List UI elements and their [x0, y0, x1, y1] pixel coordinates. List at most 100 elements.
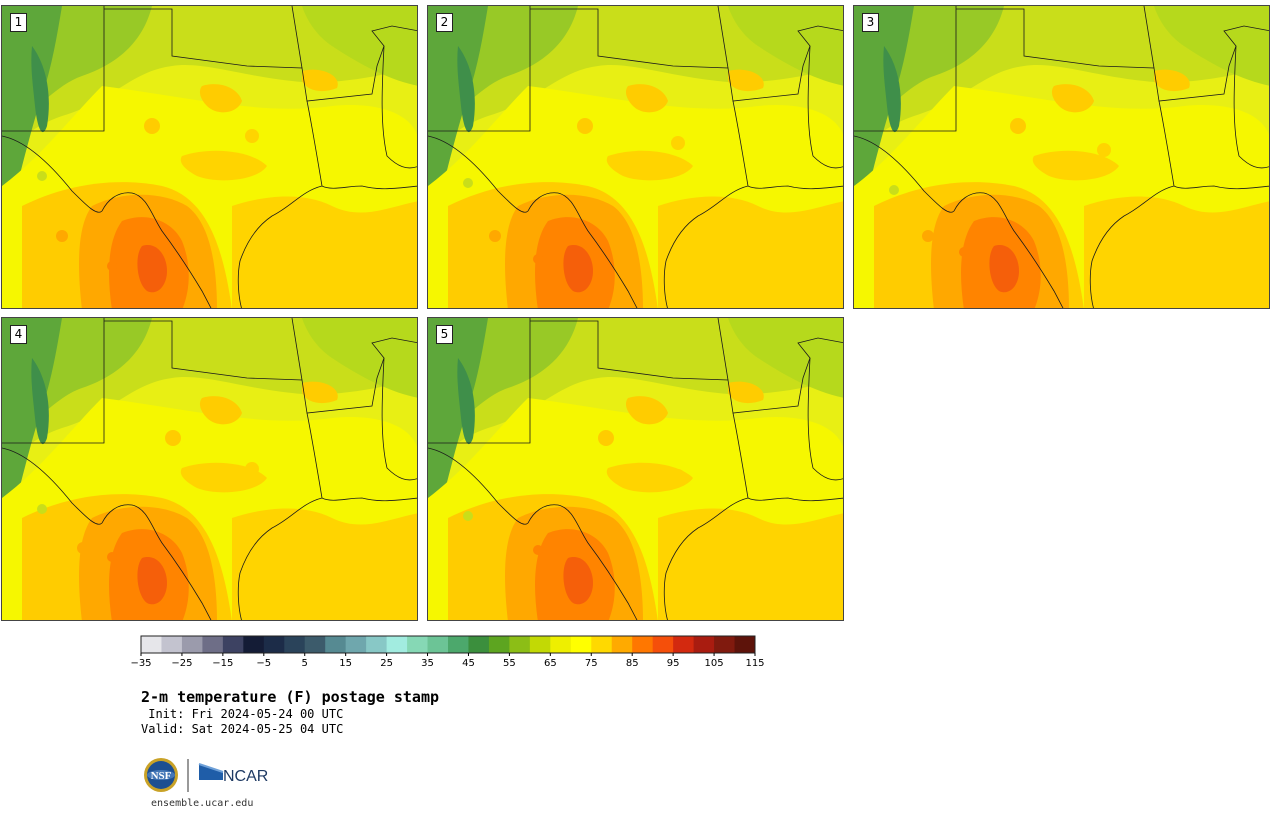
temperature-speckle	[245, 129, 259, 143]
colorbar-tick-label: 15	[339, 658, 352, 669]
temperature-region	[854, 6, 914, 226]
colorbar-tick-label: 5	[302, 658, 308, 669]
temperature-map-1	[2, 6, 417, 308]
colorbar-tick-label: 55	[503, 658, 516, 669]
state-border-line	[663, 497, 749, 620]
state-border-line	[2, 318, 105, 444]
temperature-speckle	[1010, 118, 1026, 134]
temperature-speckle	[598, 430, 614, 446]
temperature-region	[137, 245, 167, 293]
state-border-line	[428, 318, 531, 444]
member-label-3: 3	[862, 13, 879, 32]
temperature-region	[728, 6, 843, 86]
temperature-region	[606, 150, 693, 181]
ncar-logo-text: NCAR	[223, 768, 268, 785]
init-time: Init: Fri 2024-05-24 00 UTC	[141, 707, 344, 721]
colorbar-bin	[407, 636, 429, 653]
state-border-line	[717, 6, 729, 69]
colorbar-bin	[386, 636, 408, 653]
temperature-speckle	[533, 545, 543, 555]
state-border-line	[104, 320, 417, 414]
temperature-region	[199, 396, 242, 425]
temperature-speckle	[37, 504, 47, 514]
temperature-region	[563, 557, 593, 605]
temperature-region	[658, 508, 843, 620]
temperature-region	[563, 245, 593, 293]
state-border-line	[2, 6, 105, 132]
colorbar-bin	[448, 636, 469, 653]
temperature-region	[428, 318, 488, 538]
temperature-region	[457, 358, 475, 445]
site-url: ensemble.ucar.edu	[151, 798, 254, 809]
colorbar-bin	[714, 636, 736, 653]
colorbar-bin	[509, 636, 531, 653]
colorbar-bin	[632, 636, 654, 653]
member-label-1: 1	[10, 13, 27, 32]
valid-time: Valid: Sat 2024-05-25 04 UTC	[141, 722, 344, 736]
temperature-region	[606, 462, 693, 493]
colorbar-bin	[652, 636, 674, 653]
colorbar-tick-label: −35	[130, 658, 151, 669]
colorbar-tick-label: 65	[544, 658, 557, 669]
state-border-line	[291, 6, 303, 69]
colorbar-bin	[591, 636, 613, 653]
colorbar-bin	[202, 636, 224, 653]
state-border-line	[104, 8, 417, 102]
temperature-speckle	[577, 118, 593, 134]
colorbar-tick-label: 85	[626, 658, 639, 669]
temperature-speckle	[463, 511, 473, 521]
temperature-region	[1032, 150, 1119, 181]
state-border-line	[807, 357, 843, 481]
colorbar-bin	[611, 636, 633, 653]
temperature-speckle	[889, 185, 899, 195]
member-label-2: 2	[436, 13, 453, 32]
ensemble-member-panel-1[interactable]: 1	[1, 5, 418, 309]
colorbar-bin	[488, 636, 510, 653]
colorbar-bin	[304, 636, 326, 653]
colorbar-bin	[468, 636, 490, 653]
colorbar-bin	[529, 636, 551, 653]
temperature-region	[199, 84, 242, 113]
member-label-5: 5	[436, 325, 453, 344]
temperature-map-4	[2, 318, 417, 620]
colorbar-bin	[673, 636, 695, 653]
temperature-speckle	[56, 230, 68, 242]
plot-title: 2-m temperature (F) postage stamp	[141, 688, 440, 706]
colorbar-tick-label: 95	[667, 658, 680, 669]
state-border-line	[381, 357, 417, 481]
temperature-speckle	[671, 136, 685, 150]
temperature-speckle	[165, 430, 181, 446]
temperature-region	[625, 396, 668, 425]
ensemble-member-panel-4[interactable]: 4	[1, 317, 418, 621]
colorbar-bin	[243, 636, 265, 653]
state-border-line	[854, 135, 1064, 308]
temperature-region	[457, 46, 475, 133]
temperature-region	[728, 381, 764, 404]
temperature-region	[728, 69, 764, 92]
temperature-region	[428, 6, 488, 226]
ensemble-member-panel-5[interactable]: 5	[427, 317, 844, 621]
temperature-region	[302, 381, 338, 404]
colorbar-tick-label: −5	[256, 658, 271, 669]
state-border-line	[663, 185, 749, 308]
colorbar-tick-label: 115	[745, 658, 764, 669]
colorbar-bin	[734, 636, 756, 653]
temperature-region	[2, 6, 62, 226]
temperature-speckle	[107, 552, 117, 562]
ensemble-member-panel-2[interactable]: 2	[427, 5, 844, 309]
state-border-line	[530, 320, 843, 414]
temperature-speckle	[533, 254, 543, 264]
temperature-region	[1154, 6, 1269, 86]
state-border-line	[1233, 45, 1269, 169]
temperature-region	[2, 318, 62, 538]
nsf-logo-icon: NSF	[144, 758, 178, 792]
colorbar-bin	[345, 636, 367, 653]
temperature-region	[180, 150, 267, 181]
state-border-line	[237, 185, 323, 308]
state-border-line	[428, 447, 638, 620]
colorbar-tick-label: −15	[212, 658, 233, 669]
ensemble-member-panel-3[interactable]: 3	[853, 5, 1270, 309]
colorbar-bin	[366, 636, 388, 653]
temperature-map-3	[854, 6, 1269, 308]
temperature-speckle	[37, 171, 47, 181]
